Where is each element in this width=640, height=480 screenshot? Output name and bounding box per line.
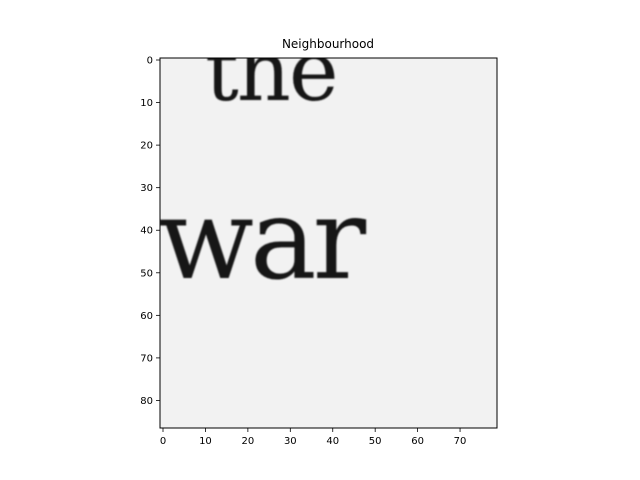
x-tick-label: 60 [411, 436, 424, 447]
y-tick-label: 20 [140, 141, 153, 152]
plot-title: Neighbourhood [282, 37, 374, 51]
y-tick-label: 30 [140, 183, 153, 194]
axes-frame [159, 57, 498, 429]
image-panel: the war [158, 22, 498, 429]
y-tick-label: 10 [140, 98, 153, 109]
y-tick-label: 80 [140, 396, 153, 407]
y-tick-label: 50 [140, 268, 153, 279]
x-tick-label: 70 [454, 436, 467, 447]
x-tick-label: 50 [369, 436, 382, 447]
image-background [160, 58, 497, 428]
image-word-war: war [158, 175, 367, 305]
y-axis: 0 10 20 30 40 50 60 70 80 [140, 56, 160, 407]
x-tick-label: 30 [284, 436, 297, 447]
x-axis: 0 10 20 30 40 50 60 70 [160, 428, 467, 447]
y-tick-label: 60 [140, 311, 153, 322]
x-tick-label: 20 [242, 436, 255, 447]
y-tick-label: 40 [140, 226, 153, 237]
y-tick-label: 0 [147, 56, 153, 67]
x-tick-label: 0 [160, 436, 166, 447]
y-tick-label: 70 [140, 353, 153, 364]
image-word-the: the [205, 22, 337, 120]
x-tick-label: 10 [199, 436, 212, 447]
x-tick-label: 40 [326, 436, 339, 447]
